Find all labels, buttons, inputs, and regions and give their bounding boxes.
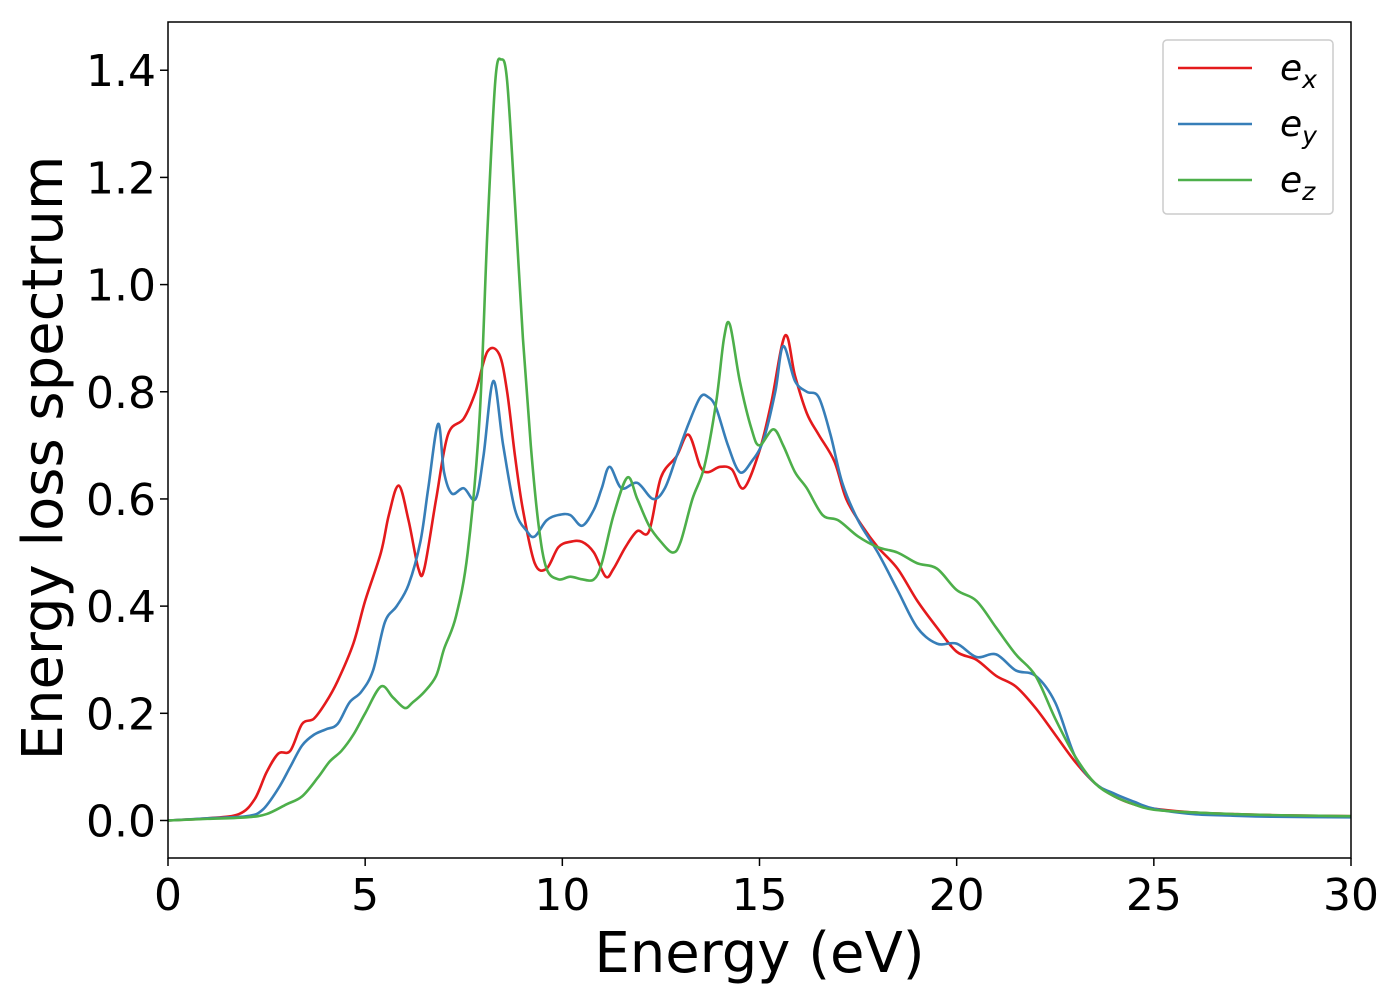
- y-tick-label: 0.4: [86, 582, 156, 633]
- x-tick-label: 5: [351, 870, 379, 921]
- y-tick-label: 1.4: [86, 46, 156, 97]
- series-line-x: [167, 334, 1352, 822]
- y-axis-ticks: 0.0 0.2 0.4 0.6 0.8 1.0 1.2 1.4: [86, 46, 168, 847]
- series-line-z: [167, 57, 1352, 822]
- x-tick-label: 20: [929, 870, 985, 921]
- series-line-y: [167, 344, 1352, 822]
- y-tick-label: 1.2: [86, 153, 156, 204]
- y-axis-label: Energy loss spectrum: [11, 156, 76, 761]
- x-tick-label: 15: [732, 870, 788, 921]
- series-layer: [167, 57, 1352, 822]
- legend-box: [1162, 39, 1334, 215]
- y-tick-label: 1.0: [86, 261, 156, 312]
- x-tick-label: 0: [154, 870, 182, 921]
- x-tick-label: 25: [1126, 870, 1182, 921]
- y-tick-label: 0.2: [86, 689, 156, 740]
- x-tick-label: 30: [1323, 870, 1379, 921]
- x-tick-label: 10: [534, 870, 590, 921]
- y-tick-label: 0.6: [86, 475, 156, 526]
- x-axis-label: Energy (eV): [594, 921, 924, 986]
- legend: ex ey ez: [1162, 39, 1334, 215]
- legend-label-z: ez: [1280, 160, 1316, 206]
- legend-label-y: ey: [1280, 104, 1318, 150]
- legend-label-x: ex: [1280, 48, 1317, 94]
- y-tick-label: 0.8: [86, 368, 156, 419]
- x-axis-ticks: 0 5 10 15 20 25 30: [154, 858, 1379, 921]
- y-tick-label: 0.0: [86, 796, 156, 847]
